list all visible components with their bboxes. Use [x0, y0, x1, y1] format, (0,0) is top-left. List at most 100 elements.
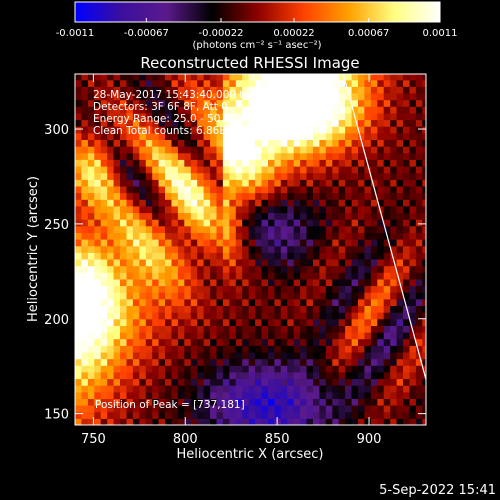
- heatmap-cell: [390, 86, 398, 94]
- heatmap-cell: [313, 219, 320, 227]
- heatmap-cell: [94, 298, 102, 306]
- heatmap-cell: [75, 179, 82, 187]
- heatmap-cell: [242, 212, 250, 220]
- heatmap-cell: [313, 159, 320, 167]
- heatmap-cell: [338, 93, 346, 101]
- heatmap-cell: [113, 179, 121, 187]
- heatmap-cell: [216, 391, 224, 399]
- heatmap-cell: [293, 365, 301, 373]
- heatmap-cell: [152, 398, 160, 406]
- heatmap-cell: [87, 305, 95, 313]
- heatmap-cell: [171, 245, 179, 253]
- heatmap-cell: [261, 166, 269, 174]
- x-tick-800: 800: [173, 74, 198, 447]
- heatmap-cell: [184, 232, 192, 240]
- heatmap-cell: [325, 106, 333, 114]
- heatmap-cell: [319, 332, 327, 340]
- heatmap-cell: [203, 245, 211, 253]
- heatmap-cell: [165, 159, 172, 167]
- heatmap-cell: [403, 86, 410, 94]
- heatmap-cell: [358, 239, 365, 247]
- heatmap-cell: [152, 391, 160, 399]
- heatmap-cell: [120, 199, 127, 207]
- heatmap-cell: [94, 172, 102, 180]
- heatmap-cell: [274, 119, 282, 127]
- heatmap-cell: [415, 318, 423, 326]
- heatmap-cell: [120, 305, 127, 313]
- heatmap-cell: [152, 74, 160, 81]
- heatmap-cell: [377, 99, 385, 107]
- heatmap-cell: [390, 391, 398, 399]
- heatmap-cell: [87, 358, 95, 366]
- heatmap-cell: [396, 93, 404, 101]
- heatmap-cell: [287, 119, 295, 127]
- heatmap-cell: [351, 179, 359, 187]
- heatmap-cell: [145, 205, 153, 214]
- heatmap-cell: [377, 74, 385, 81]
- heatmap-cell: [87, 245, 95, 253]
- heatmap-cell: [287, 305, 295, 313]
- heatmap-cell: [345, 332, 353, 340]
- heatmap-cell: [377, 298, 385, 306]
- heatmap-cell: [216, 405, 224, 413]
- heatmap-cell: [139, 192, 147, 200]
- heatmap-cell: [274, 285, 282, 293]
- heatmap-cell: [325, 318, 333, 326]
- heatmap-cell: [81, 245, 89, 253]
- heatmap-cell: [113, 225, 121, 233]
- heatmap-cell: [325, 398, 333, 406]
- heatmap-cell: [248, 371, 256, 380]
- heatmap-cell: [306, 139, 314, 147]
- heatmap-cell: [383, 106, 391, 114]
- heatmap-cell: [409, 385, 417, 393]
- heatmap-cell: [403, 265, 410, 273]
- heatmap-cell: [268, 318, 275, 326]
- heatmap-cell: [100, 352, 108, 360]
- heatmap-cell: [274, 245, 282, 253]
- heatmap-cell: [364, 358, 372, 366]
- heatmap-cell: [216, 385, 224, 393]
- heatmap-cell: [197, 305, 205, 313]
- heatmap-cell: [313, 305, 320, 313]
- heatmap-cell: [210, 126, 218, 134]
- heatmap-cell: [222, 199, 230, 207]
- heatmap-cell: [152, 106, 160, 114]
- heatmap-cell: [358, 385, 365, 393]
- heatmap-cell: [197, 152, 205, 160]
- heatmap-cell: [177, 152, 185, 160]
- heatmap-cell: [422, 352, 426, 360]
- heatmap-cell: [358, 378, 365, 386]
- heatmap-cell: [274, 74, 282, 81]
- heatmap-cell: [293, 232, 301, 240]
- heatmap-cell: [242, 278, 250, 287]
- heatmap-cell: [325, 146, 333, 154]
- heatmap-cell: [293, 352, 301, 360]
- heatmap-cell: [364, 74, 372, 81]
- heatmap-cell: [422, 99, 426, 107]
- heatmap-cell: [132, 185, 140, 194]
- heatmap-cell: [261, 398, 269, 406]
- heatmap-cell: [403, 278, 410, 287]
- heatmap-cell: [268, 391, 275, 399]
- heatmap-cell: [177, 232, 185, 240]
- heatmap-cell: [332, 79, 340, 87]
- heatmap-cell: [338, 205, 346, 214]
- heatmap-cell: [390, 405, 398, 413]
- heatmap-cell: [120, 332, 127, 340]
- heatmap-cell: [203, 225, 211, 233]
- heatmap-cell: [338, 265, 346, 273]
- heatmap-cell: [203, 405, 211, 413]
- heatmap-cell: [293, 398, 301, 406]
- heatmap-cell: [287, 112, 295, 121]
- heatmap-cell: [171, 126, 179, 134]
- heatmap-cell: [325, 172, 333, 180]
- heatmap-cell: [100, 146, 108, 154]
- heatmap-cell: [190, 93, 198, 101]
- heatmap-cell: [113, 325, 121, 333]
- heatmap-cell: [171, 318, 179, 326]
- heatmap-cell: [100, 391, 108, 399]
- heatmap-cell: [107, 146, 115, 154]
- heatmap-cell: [390, 119, 398, 127]
- heatmap-cell: [403, 358, 410, 366]
- heatmap-cell: [126, 245, 134, 253]
